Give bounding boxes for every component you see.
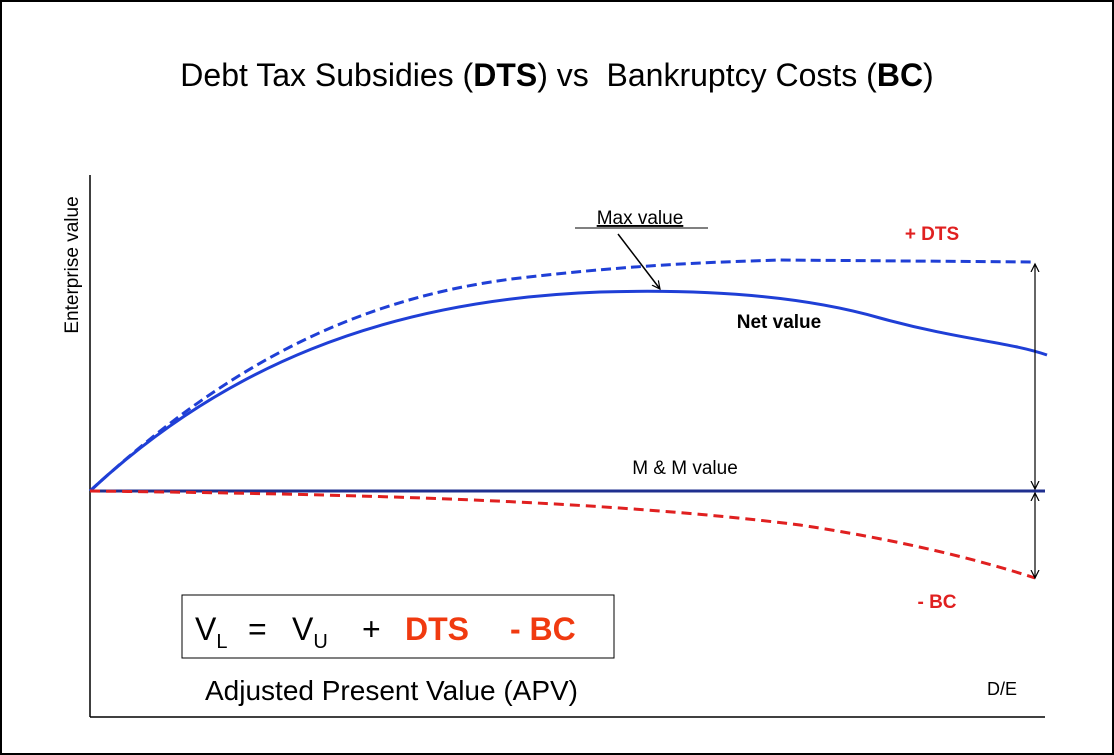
bc-label: - BC [917,592,956,613]
x-axis-label: D/E [987,679,1017,699]
bc-curve [89,489,1036,580]
formula: VL = VU + DTS - BC [195,611,576,653]
net-curve [88,289,1048,493]
dts-curve [88,258,1036,493]
caption: Adjusted Present Value (APV) [205,675,578,706]
formula-box [181,594,615,659]
max-value-label: Max value [597,208,684,229]
dts-label: + DTS [905,224,959,245]
net-value-label: Net value [737,312,821,333]
y-axis-label: Enterprise value [62,196,83,333]
title: Debt Tax Subsidies (DTS) vs Bankruptcy C… [180,57,933,93]
mm-value-label: M & M value [632,458,738,479]
max-arrow [617,233,660,289]
